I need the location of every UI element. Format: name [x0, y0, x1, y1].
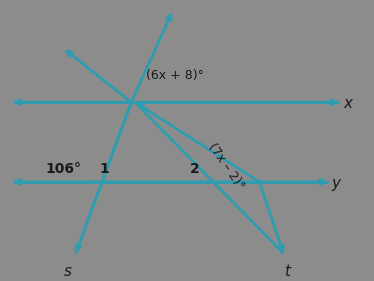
Text: s: s: [64, 264, 72, 279]
Text: t: t: [284, 264, 290, 279]
Text: 106°: 106°: [45, 162, 81, 176]
Text: x: x: [343, 96, 352, 111]
Text: (6x + 8)°: (6x + 8)°: [146, 69, 204, 82]
Text: y: y: [332, 176, 341, 191]
Text: (7x – 2)°: (7x – 2)°: [205, 141, 246, 192]
Text: 2: 2: [190, 162, 199, 176]
Text: 1: 1: [100, 162, 110, 176]
